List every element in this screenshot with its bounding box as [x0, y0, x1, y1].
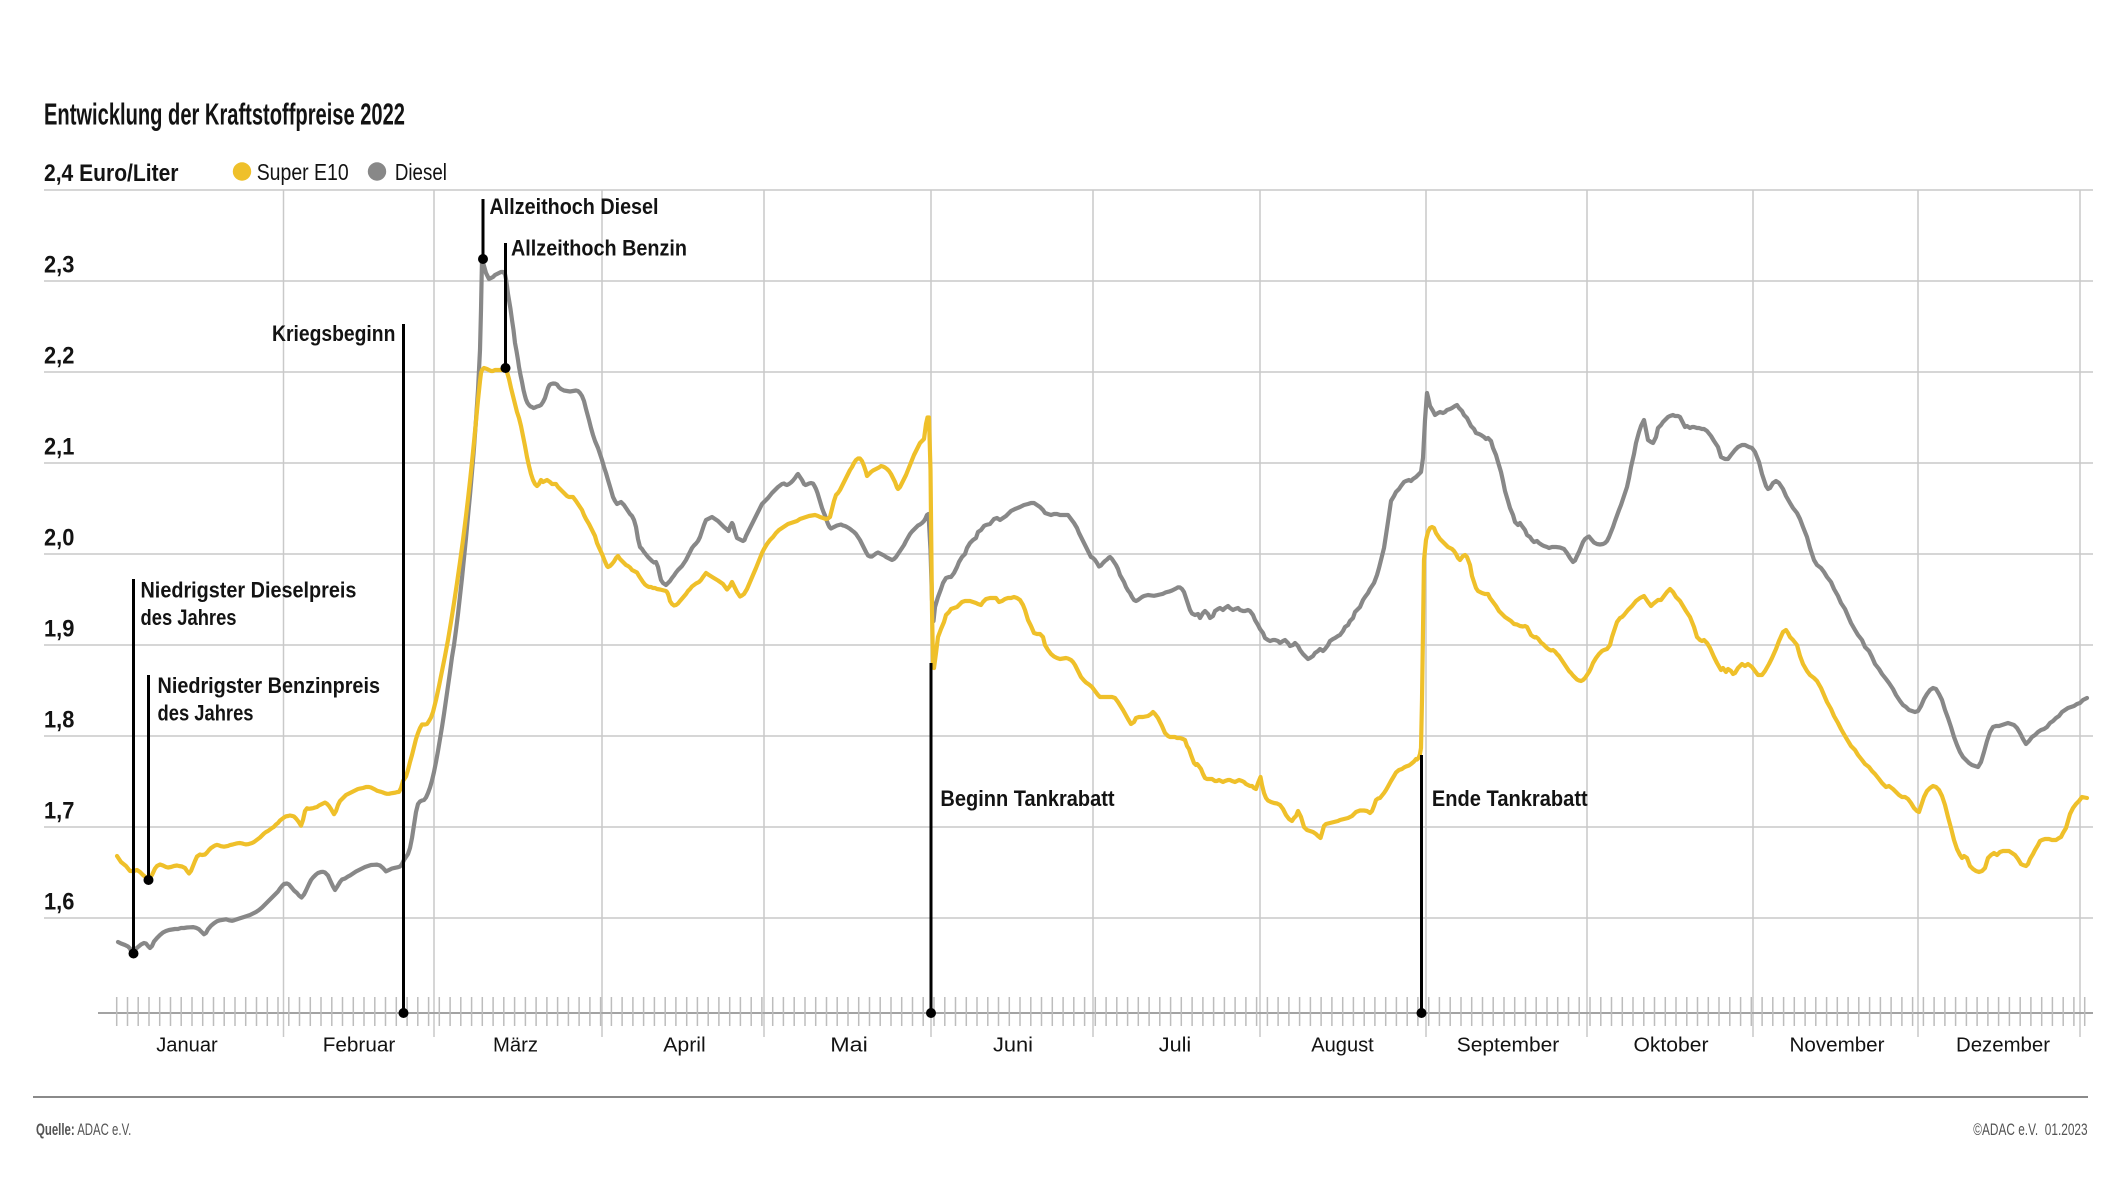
svg-text:Kriegsbeginn: Kriegsbeginn [272, 321, 395, 346]
svg-text:März: März [493, 1035, 538, 1057]
svg-text:Beginn Tankrabatt: Beginn Tankrabatt [940, 786, 1115, 811]
svg-text:April: April [663, 1035, 706, 1057]
svg-text:2,4 Euro/Liter: 2,4 Euro/Liter [44, 160, 179, 187]
svg-text:Allzeithoch Benzin: Allzeithoch Benzin [511, 235, 687, 260]
svg-text:Quelle: ADAC e.V.: Quelle: ADAC e.V. [36, 1120, 131, 1139]
svg-text:Niedrigster Dieselpreis: Niedrigster Dieselpreis [141, 578, 357, 603]
svg-text:1,8: 1,8 [44, 707, 74, 734]
svg-text:Juni: Juni [993, 1035, 1033, 1057]
svg-text:Niedrigster Benzinpreis: Niedrigster Benzinpreis [158, 673, 381, 698]
svg-text:November: November [1790, 1035, 1885, 1057]
svg-text:2,0: 2,0 [44, 525, 74, 552]
svg-text:August: August [1311, 1035, 1374, 1057]
svg-text:Entwicklung der Kraftstoffprei: Entwicklung der Kraftstoffpreise 2022 [44, 97, 405, 132]
svg-text:Januar: Januar [156, 1035, 218, 1057]
svg-text:1,9: 1,9 [44, 616, 74, 643]
svg-text:Diesel: Diesel [395, 159, 447, 185]
svg-text:Juli: Juli [1159, 1035, 1192, 1057]
svg-text:1,7: 1,7 [44, 798, 74, 825]
svg-text:©ADAC e.V. 01.2023: ©ADAC e.V. 01.2023 [1973, 1120, 2087, 1139]
svg-text:Mai: Mai [830, 1035, 868, 1057]
svg-text:Februar: Februar [323, 1035, 396, 1057]
svg-text:Oktober: Oktober [1634, 1035, 1709, 1057]
svg-text:Allzeithoch Diesel: Allzeithoch Diesel [490, 194, 659, 219]
svg-text:des Jahres: des Jahres [158, 701, 254, 726]
svg-text:Dezember: Dezember [1956, 1035, 2050, 1057]
svg-text:September: September [1457, 1035, 1560, 1057]
svg-text:Ende Tankrabatt: Ende Tankrabatt [1432, 786, 1588, 811]
svg-text:2,2: 2,2 [44, 343, 74, 370]
svg-text:2,3: 2,3 [44, 252, 74, 279]
svg-text:des Jahres: des Jahres [141, 605, 237, 630]
svg-text:Super E10: Super E10 [257, 159, 349, 185]
svg-text:1,6: 1,6 [44, 889, 74, 916]
svg-text:2,1: 2,1 [44, 434, 74, 461]
